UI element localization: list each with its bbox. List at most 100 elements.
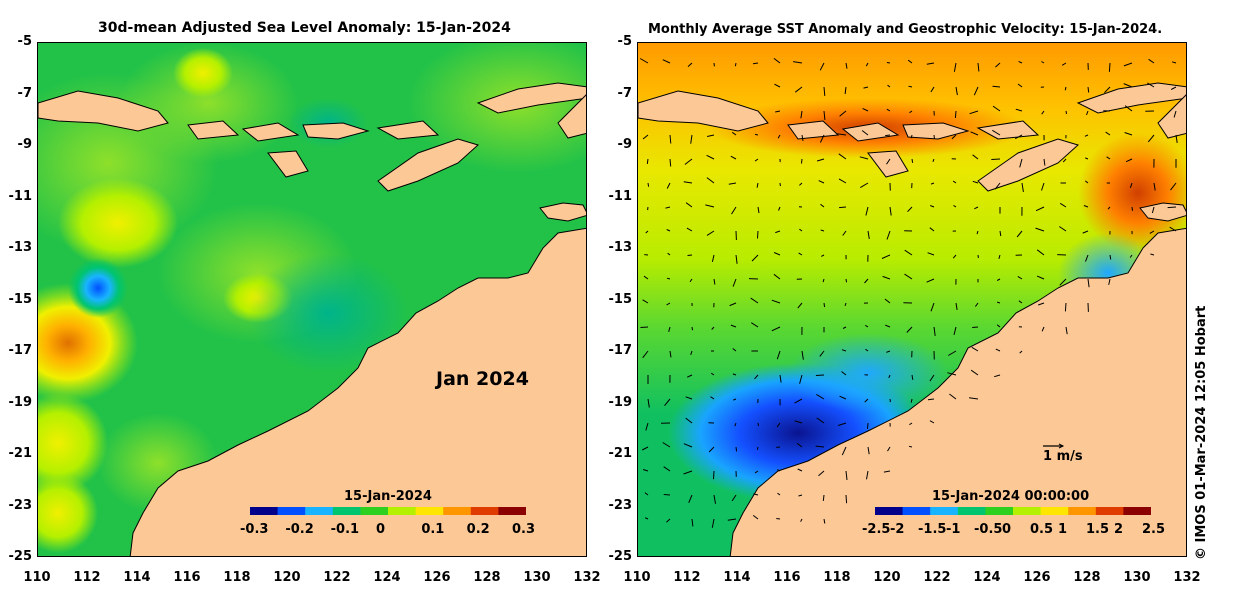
velocity-arrow <box>1124 105 1133 112</box>
velocity-arrow <box>929 227 935 232</box>
velocity-arrow <box>1036 275 1045 280</box>
colorbar-swatch <box>875 507 904 515</box>
velocity-arrow <box>1038 302 1045 306</box>
x-tick-label: 128 <box>473 570 501 585</box>
velocity-arrow <box>794 86 803 93</box>
velocity-arrow <box>842 230 847 236</box>
velocity-arrow <box>910 134 913 139</box>
x-tick-label: 114 <box>723 570 751 585</box>
velocity-arrow <box>757 206 760 214</box>
velocity-arrow <box>732 278 737 287</box>
velocity-arrow <box>1173 110 1177 118</box>
y-tick-label: -9 <box>17 137 32 152</box>
velocity-arrow <box>909 422 913 426</box>
velocity-arrow <box>1169 226 1177 232</box>
velocity-arrow <box>929 374 935 382</box>
velocity-arrow <box>647 182 650 187</box>
velocity-arrow <box>884 298 891 304</box>
velocity-arrow <box>727 518 737 521</box>
colorbar-tick-label: 0.3 <box>512 522 536 537</box>
x-tick-label: 128 <box>1073 570 1101 585</box>
velocity-arrow <box>842 326 847 329</box>
velocity-arrow <box>685 417 693 424</box>
velocity-arrow <box>796 442 803 448</box>
velocity-arrow <box>887 446 891 452</box>
velocity-arrow <box>819 134 825 143</box>
velocity-arrow <box>969 110 979 115</box>
velocity-arrow <box>995 62 1001 68</box>
velocity-arrow <box>666 518 671 523</box>
velocity-arrow <box>754 133 759 136</box>
velocity-arrow <box>911 158 914 163</box>
velocity-arrow <box>886 108 891 112</box>
velocity-arrow <box>641 446 649 451</box>
colorbar-swatch <box>360 507 389 515</box>
colorbar-swatch <box>498 507 526 515</box>
velocity-arrow <box>1083 205 1089 208</box>
right-map-title: Monthly Average SST Anomaly and Geostrop… <box>648 22 1163 37</box>
sst-anomaly-image <box>638 43 1186 556</box>
velocity-arrow <box>751 254 759 262</box>
velocity-arrow <box>1084 180 1089 184</box>
velocity-arrow <box>691 518 694 527</box>
velocity-arrow <box>910 398 913 403</box>
velocity-arrow <box>886 62 891 64</box>
velocity-arrow <box>686 227 693 232</box>
velocity-arrow <box>820 203 825 208</box>
velocity-arrow <box>797 468 803 472</box>
velocity-arrow <box>733 398 737 401</box>
x-tick-label: 112 <box>673 570 701 585</box>
velocity-arrow <box>685 202 693 208</box>
velocity-arrow <box>859 156 869 160</box>
velocity-arrow <box>1085 157 1089 160</box>
velocity-arrow <box>1015 108 1023 112</box>
velocity-arrow <box>947 372 957 376</box>
velocity-arrow <box>663 494 671 496</box>
velocity-arrow <box>994 374 1001 378</box>
velocity-arrow <box>690 134 693 144</box>
y-tick-label: -25 <box>8 549 33 564</box>
x-tick-label: 132 <box>573 570 601 585</box>
colorbar-swatch <box>1123 507 1151 515</box>
velocity-arrow <box>1062 158 1067 163</box>
velocity-arrow <box>640 326 649 328</box>
velocity-arrow <box>1148 58 1155 64</box>
velocity-arrow <box>729 302 737 307</box>
velocity-arrow <box>1036 249 1045 256</box>
velocity-arrow <box>799 374 803 384</box>
colorbar-swatch <box>1068 507 1097 515</box>
velocity-arrow <box>953 326 957 336</box>
velocity-arrow <box>689 278 693 283</box>
velocity-arrow <box>1129 182 1133 188</box>
velocity-arrow <box>970 369 979 376</box>
velocity-arrow <box>953 204 957 208</box>
velocity-arrow <box>866 470 869 480</box>
colorbar-swatch <box>250 507 279 515</box>
velocity-arrow <box>864 278 869 284</box>
sst-anomaly-map <box>637 42 1187 557</box>
velocity-arrow <box>904 273 913 280</box>
velocity-arrow <box>665 206 671 209</box>
velocity-arrow <box>886 350 891 353</box>
x-tick-label: 132 <box>1173 570 1201 585</box>
velocity-arrow <box>683 443 693 448</box>
velocity-arrow <box>644 517 649 520</box>
velocity-arrow <box>1108 62 1111 72</box>
velocity-arrow <box>645 422 649 431</box>
velocity-arrow <box>1017 83 1023 88</box>
velocity-arrow <box>823 302 826 308</box>
velocity-arrow <box>642 134 649 140</box>
velocity-arrow <box>662 442 671 448</box>
velocity-arrow <box>1041 182 1045 191</box>
velocity-arrow <box>1170 86 1177 90</box>
right-colorbar <box>875 507 1151 515</box>
velocity-arrow <box>757 230 759 239</box>
velocity-arrow <box>907 59 913 64</box>
velocity-arrow <box>799 228 803 232</box>
velocity-arrow <box>731 206 737 215</box>
velocity-arrow <box>711 518 715 528</box>
y-tick-label: -13 <box>608 240 633 255</box>
velocity-arrow <box>752 514 759 520</box>
velocity-arrow <box>1041 110 1045 115</box>
velocity-arrow <box>639 58 649 64</box>
